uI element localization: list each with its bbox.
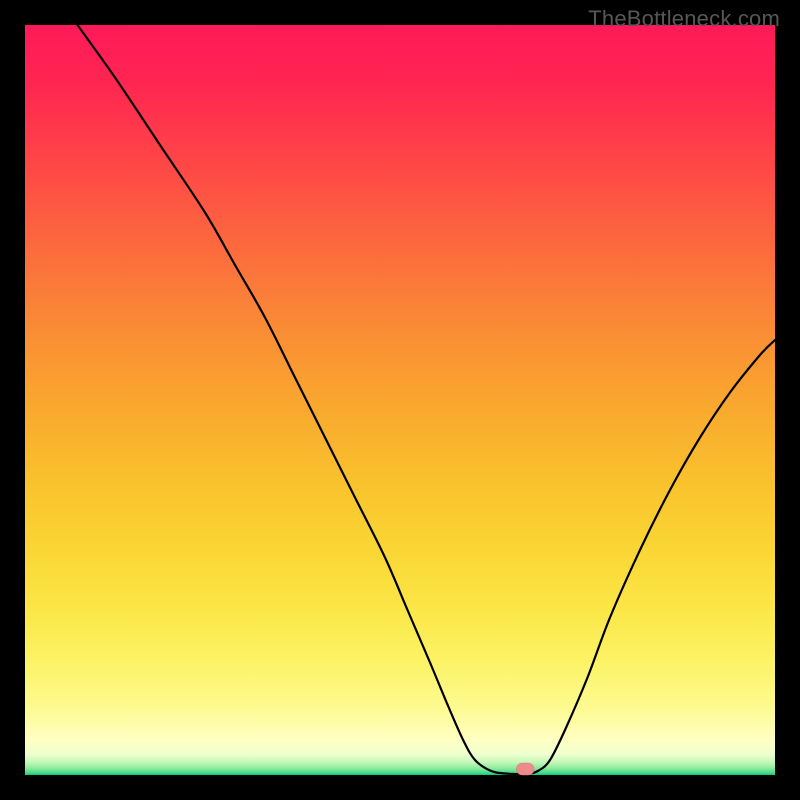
bottleneck-chart [0,0,800,800]
chart-root: TheBottleneck.com [0,0,800,800]
optimal-marker [516,763,534,775]
plot-background [25,25,775,775]
watermark-text: TheBottleneck.com [588,6,780,32]
